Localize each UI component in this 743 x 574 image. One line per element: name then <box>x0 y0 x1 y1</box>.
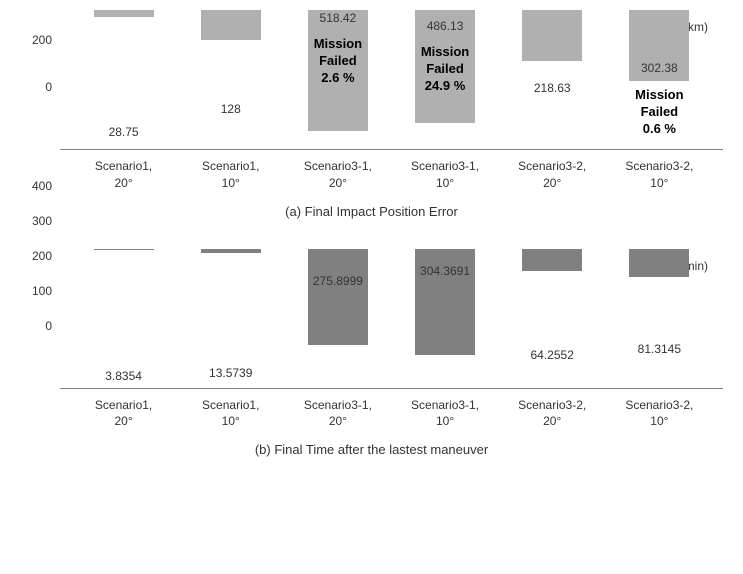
bar-value-label: 128 <box>221 102 241 116</box>
bar-value-label: 486.13 <box>427 19 464 33</box>
bar-value-label: 13.5739 <box>209 366 252 380</box>
chart-b-area: 3.8354 13.5739 275.8999 304.3691 64.2552 81.3… <box>60 249 723 389</box>
bar-value-label: 218.63 <box>534 81 571 95</box>
bar-group: 302.38 MissionFailed0.6 % <box>609 10 709 150</box>
x-axis-label: Scenario1,10° <box>181 397 281 431</box>
chart-b-bars: 3.8354 13.5739 275.8999 304.3691 64.2552 81.3… <box>60 249 723 389</box>
bar <box>201 10 261 40</box>
bar-group: 128 <box>181 10 281 150</box>
bar-group: 81.3145 <box>609 249 709 389</box>
bar-group: 3.8354 <box>74 249 174 389</box>
mission-failed-annotation: MissionFailed0.6 % <box>635 87 683 138</box>
x-axis-label: Scenario1,20° <box>74 397 174 431</box>
bar <box>522 249 582 271</box>
bar-group: 13.5739 <box>181 249 281 389</box>
bar-group: 275.8999 <box>288 249 388 389</box>
bar-value-label: 81.3145 <box>638 342 681 356</box>
bar <box>629 249 689 277</box>
bar-group: 28.75 <box>74 10 174 150</box>
bar-value-label: 518.42 <box>320 11 357 25</box>
x-axis-label: Scenario3-1,10° <box>395 397 495 431</box>
chart-a-subtitle: (a) Final Impact Position Error <box>20 204 723 219</box>
bar-value-label: 64.2552 <box>531 348 574 362</box>
bar <box>94 249 154 250</box>
bar-value-label: 28.75 <box>109 125 139 139</box>
bar-group: 218.63 <box>502 10 602 150</box>
x-axis-label: Scenario3-2,20° <box>502 158 602 192</box>
x-axis-label: Scenario3-2,10° <box>609 397 709 431</box>
x-axis-label: Scenario1,10° <box>181 158 281 192</box>
x-axis-label: Scenario3-1,10° <box>395 158 495 192</box>
bar-group: 304.3691 <box>395 249 495 389</box>
chart-b-x-labels: Scenario1,20°Scenario1,10°Scenario3-1,20… <box>60 397 723 431</box>
bar-group: 518.42 MissionFailed2.6 % <box>288 10 388 150</box>
bar-value-label: 302.38 <box>641 61 678 75</box>
x-axis-label: Scenario3-1,20° <box>288 397 388 431</box>
bar <box>522 10 582 61</box>
bar <box>308 249 368 346</box>
chart-b-y-axis: 0100200300400 <box>20 249 60 389</box>
x-axis-label: Scenario3-2,10° <box>609 158 709 192</box>
bar-value-label: 3.8354 <box>105 369 142 383</box>
bar-value-label: 275.8999 <box>313 274 363 288</box>
chart-a-container: (unit: km) 0200400600 28.75128518.42Miss… <box>20 10 723 219</box>
bar <box>201 249 261 254</box>
bar <box>94 10 154 17</box>
mission-failed-annotation: MissionFailed24.9 % <box>421 44 469 95</box>
x-axis-label: Scenario3-2,20° <box>502 397 602 431</box>
bar-group: 64.2552 <box>502 249 602 389</box>
mission-failed-annotation: MissionFailed2.6 % <box>314 36 362 87</box>
bar-value-label: 304.3691 <box>420 264 470 278</box>
chart-b-subtitle: (b) Final Time after the lastest maneuve… <box>20 442 723 457</box>
chart-a-area: 28.75 128 518.42 MissionFailed2.6 % 486.13 Mi… <box>60 10 723 150</box>
chart-a-x-labels: Scenario1,20°Scenario1,10°Scenario3-1,20… <box>60 158 723 192</box>
chart-b-container: (unit: min) 0100200300400 3.835413.57392… <box>20 249 723 458</box>
y-tick: 600 <box>32 0 52 80</box>
y-tick: 400 <box>32 179 52 319</box>
chart-a-y-axis: 0200400600 <box>20 10 60 150</box>
x-axis-label: Scenario1,20° <box>74 158 174 192</box>
bar-group: 486.13 MissionFailed24.9 % <box>395 10 495 150</box>
x-axis-label: Scenario3-1,20° <box>288 158 388 192</box>
chart-a-bars: 28.75 128 518.42 MissionFailed2.6 % 486.13 Mi… <box>60 10 723 150</box>
